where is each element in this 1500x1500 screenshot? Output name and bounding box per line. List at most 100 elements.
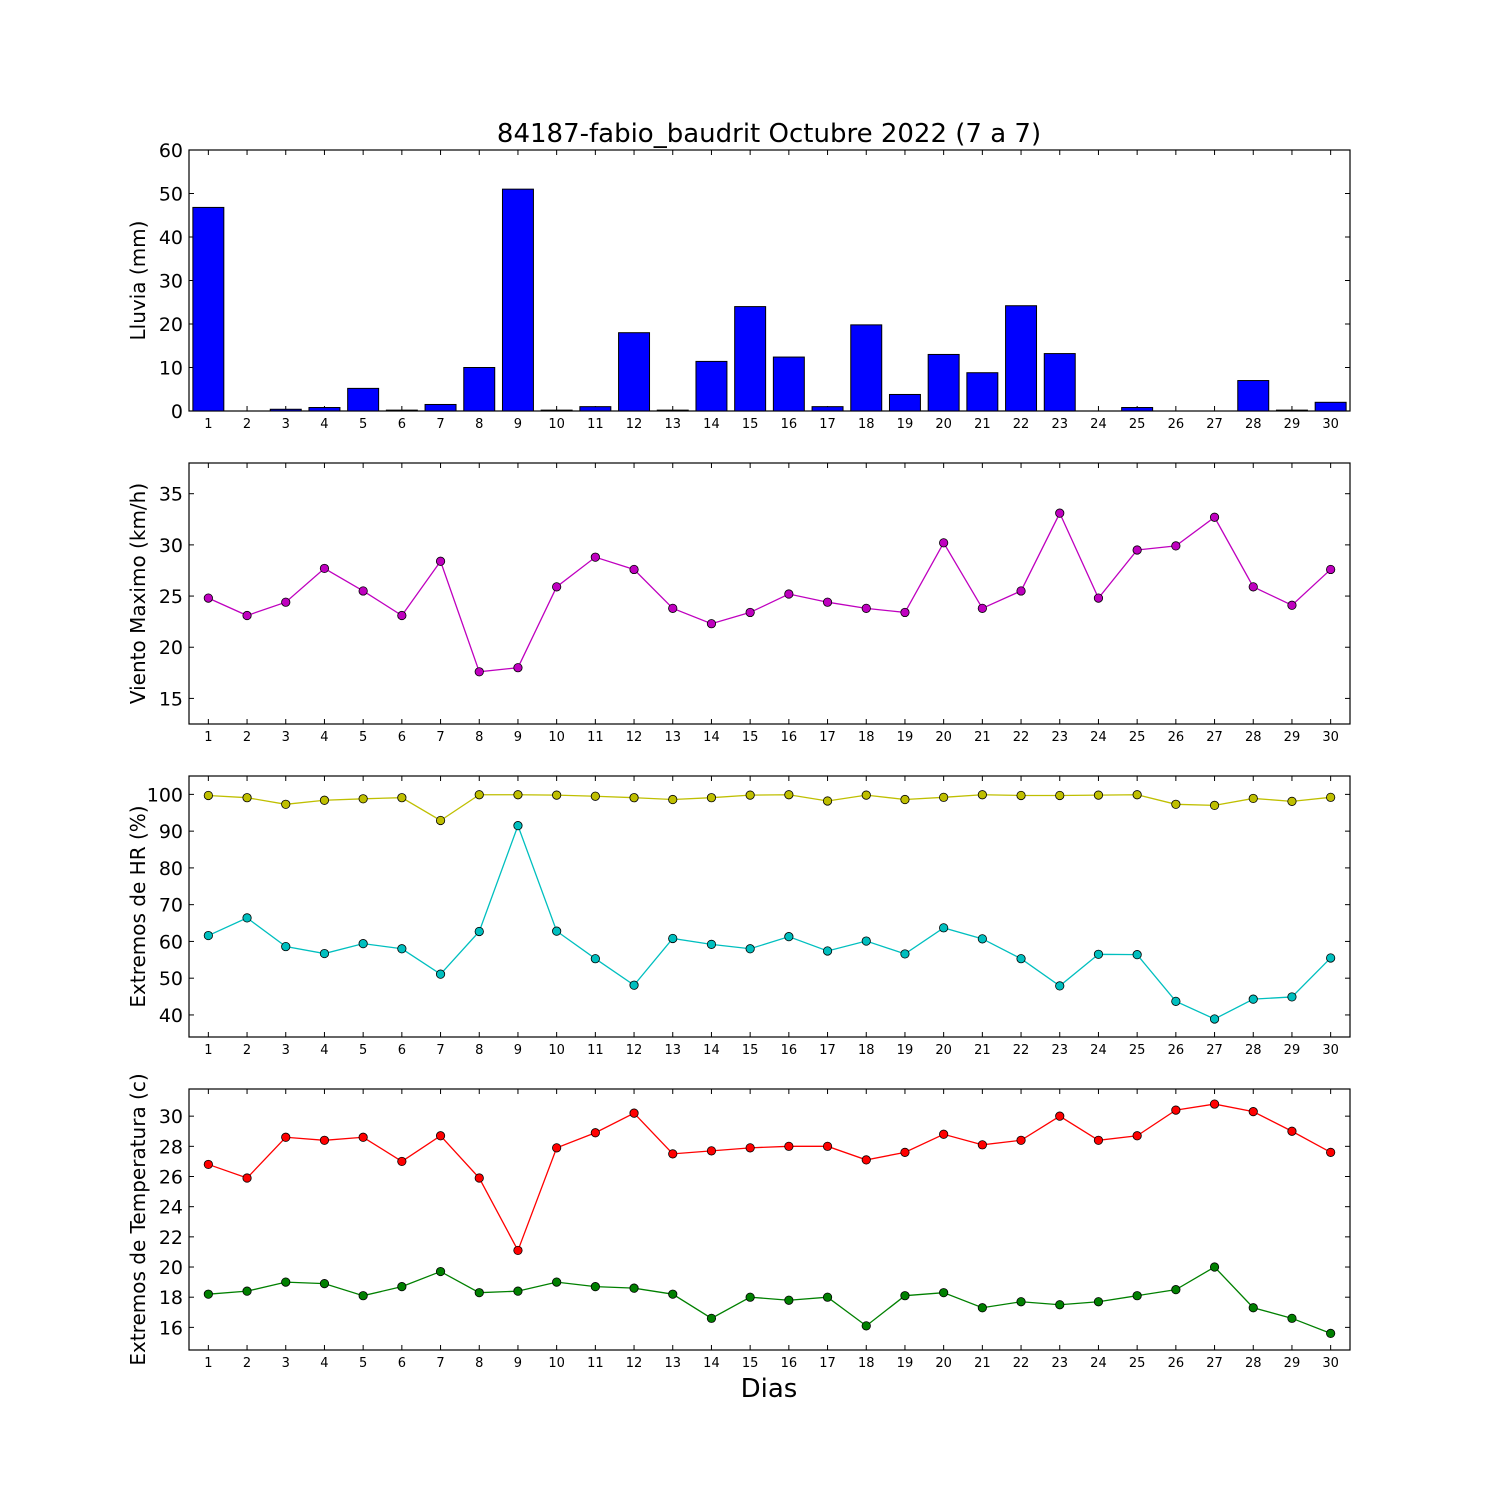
bar <box>1237 380 1270 412</box>
data-point <box>1093 1135 1104 1145</box>
data-point <box>397 944 407 954</box>
x-tick-label: 26 <box>1168 1043 1185 1058</box>
x-tick-label: 7 <box>436 1043 444 1058</box>
data-point <box>590 1282 600 1292</box>
data-point <box>1326 953 1336 963</box>
x-tick-label: 14 <box>703 1043 720 1058</box>
data-point <box>242 1286 252 1296</box>
series-line-1 <box>208 1103 1331 1252</box>
series-line-2 <box>208 1266 1331 1335</box>
x-tick-label: 9 <box>514 417 522 432</box>
data-point <box>358 939 368 949</box>
data-point <box>203 1159 213 1170</box>
x-tick-label: 21 <box>974 1356 991 1371</box>
bar <box>927 353 960 412</box>
x-tick-label: 19 <box>897 417 914 432</box>
x-tick-label: 10 <box>548 730 565 745</box>
x-tick-label: 30 <box>1322 417 1339 432</box>
x-tick-label: 1 <box>204 417 212 432</box>
data-point <box>977 790 987 800</box>
data-point <box>629 1108 639 1118</box>
data-point <box>397 1282 407 1292</box>
data-point <box>435 969 446 979</box>
data-point <box>900 1291 910 1301</box>
x-tick-label: 5 <box>359 730 367 745</box>
x-tick-label: 3 <box>282 417 290 432</box>
x-tick-label: 25 <box>1129 1043 1146 1058</box>
x-tick-label: 4 <box>320 1356 328 1371</box>
x-tick-label: 24 <box>1090 417 1107 432</box>
data-point <box>706 939 717 949</box>
y-tick-label: 30 <box>159 271 183 293</box>
x-tick-label: 7 <box>436 417 444 432</box>
data-point <box>552 926 562 936</box>
y-tick-label: 0 <box>171 401 183 423</box>
data-point <box>397 610 407 621</box>
data-point <box>435 1131 446 1141</box>
x-tick-label: 8 <box>475 417 483 432</box>
data-point <box>861 1155 871 1165</box>
x-tick-label: 18 <box>858 730 875 745</box>
data-point <box>822 1141 833 1151</box>
x-tick-label: 2 <box>243 417 251 432</box>
data-point <box>1093 593 1104 603</box>
x-tick-label: 11 <box>587 417 604 432</box>
data-point <box>1287 796 1297 806</box>
x-tick-label: 13 <box>664 1356 681 1371</box>
x-tick-label: 9 <box>514 1043 522 1058</box>
y-tick-label: 35 <box>159 484 183 506</box>
data-point <box>706 793 717 803</box>
x-tick-label: 28 <box>1245 417 1262 432</box>
x-tick-label: 18 <box>858 417 875 432</box>
y-tick-label: 40 <box>159 1005 183 1027</box>
x-tick-label: 23 <box>1051 730 1068 745</box>
x-tick-label: 28 <box>1245 730 1262 745</box>
x-axis-label: Dias <box>741 1374 798 1404</box>
x-tick-label: 25 <box>1129 417 1146 432</box>
data-point <box>281 1277 291 1287</box>
x-tick-label: 4 <box>320 730 328 745</box>
bar <box>966 372 999 412</box>
data-point <box>590 1128 600 1138</box>
data-point <box>590 954 600 964</box>
data-point <box>706 1313 717 1323</box>
data-point <box>319 795 330 805</box>
data-point <box>474 1173 484 1183</box>
data-point <box>1055 1111 1065 1121</box>
bar <box>734 306 767 412</box>
data-point <box>513 1286 523 1296</box>
data-point <box>281 1132 291 1142</box>
data-point <box>435 815 446 826</box>
x-tick-label: 8 <box>475 1043 483 1058</box>
data-point <box>822 597 833 607</box>
y-tick-label: 30 <box>159 535 183 557</box>
x-tick-label: 22 <box>1013 1043 1030 1058</box>
data-point <box>629 793 639 803</box>
plot-frame <box>188 462 1351 725</box>
data-point <box>552 790 562 800</box>
bar <box>695 360 728 412</box>
x-tick-label: 19 <box>897 1356 914 1371</box>
plot-frame <box>188 1088 1351 1351</box>
data-point <box>242 913 252 923</box>
series-line-2 <box>208 823 1332 1020</box>
data-point <box>977 1140 987 1150</box>
bar <box>772 356 805 412</box>
x-tick-label: 23 <box>1051 417 1068 432</box>
data-point <box>1171 1105 1181 1115</box>
data-point <box>745 944 755 954</box>
bar <box>385 409 418 412</box>
y-tick-label: 24 <box>159 1197 183 1219</box>
bar <box>463 367 496 412</box>
data-point <box>1209 1262 1220 1272</box>
data-point <box>668 1289 678 1299</box>
data-point <box>939 792 949 802</box>
data-point <box>822 946 833 956</box>
y-tick-label: 50 <box>159 184 183 206</box>
bar <box>192 206 225 412</box>
data-point <box>513 790 523 800</box>
x-tick-label: 29 <box>1284 417 1301 432</box>
data-point <box>822 1292 833 1302</box>
x-tick-label: 6 <box>398 1043 406 1058</box>
